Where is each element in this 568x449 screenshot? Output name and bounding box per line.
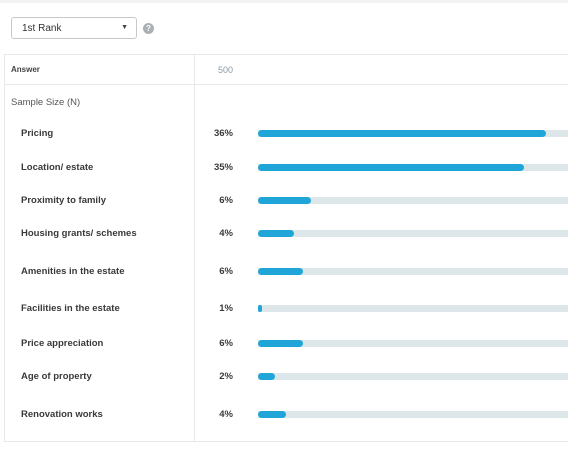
row-label: Housing grants/ schemes: [21, 228, 137, 239]
header-answer: Answer: [11, 65, 40, 74]
table-row: Location/ estate 35%: [5, 160, 568, 178]
row-label: Location/ estate: [21, 162, 94, 173]
row-percent: 1%: [219, 303, 233, 314]
row-percent: 2%: [219, 371, 233, 382]
bar-fill: [258, 230, 294, 237]
table-row: Age of property 2%: [5, 369, 568, 387]
row-percent: 4%: [219, 228, 233, 239]
row-label: Age of property: [21, 371, 92, 382]
sample-size-label: Sample Size (N): [11, 97, 81, 108]
bar-fill: [258, 373, 275, 380]
bar-fill: [258, 197, 311, 204]
row-label: Amenities in the estate: [21, 266, 125, 277]
bar-track: [258, 197, 568, 204]
header-divider: [5, 84, 568, 85]
rank-dropdown[interactable]: 1st Rank ▼: [11, 17, 137, 39]
rank-dropdown-value: 1st Rank: [22, 23, 62, 34]
bar-track: [258, 130, 568, 137]
chevron-down-icon: ▼: [121, 24, 128, 31]
row-percent: 6%: [219, 266, 233, 277]
bar-track: [258, 411, 568, 418]
bar-fill: [258, 164, 524, 171]
row-label: Proximity to family: [21, 195, 106, 206]
row-percent: 6%: [219, 195, 233, 206]
bar-track: [258, 230, 568, 237]
results-table: Answer 500 Sample Size (N) Pricing 36% L…: [4, 54, 568, 442]
table-row: Housing grants/ schemes 4%: [5, 226, 568, 244]
bar-track: [258, 268, 568, 275]
table-row: Pricing 36%: [5, 126, 568, 144]
bar-track: [258, 164, 568, 171]
row-percent: 4%: [219, 409, 233, 420]
row-percent: 6%: [219, 338, 233, 349]
table-row: Proximity to family 6%: [5, 193, 568, 211]
row-label: Pricing: [21, 128, 54, 139]
bar-fill: [258, 268, 303, 275]
column-divider: [194, 55, 195, 441]
bar-fill: [258, 130, 546, 137]
question-mark-icon[interactable]: ?: [143, 23, 154, 34]
bar-fill: [258, 305, 262, 312]
top-divider: [0, 0, 568, 3]
table-row: Renovation works 4%: [5, 407, 568, 425]
row-percent: 35%: [213, 162, 233, 173]
row-label: Facilities in the estate: [21, 303, 120, 314]
bar-fill: [258, 411, 286, 418]
row-percent: 36%: [213, 128, 233, 139]
bar-track: [258, 340, 568, 347]
row-label: Renovation works: [21, 409, 103, 420]
row-label: Price appreciation: [21, 338, 104, 349]
bar-track: [258, 305, 568, 312]
table-row: Facilities in the estate 1%: [5, 301, 568, 319]
bar-fill: [258, 340, 303, 347]
header-sample-count: 500: [218, 65, 234, 75]
table-row: Amenities in the estate 6%: [5, 264, 568, 282]
bar-track: [258, 373, 568, 380]
table-row: Price appreciation 6%: [5, 336, 568, 354]
